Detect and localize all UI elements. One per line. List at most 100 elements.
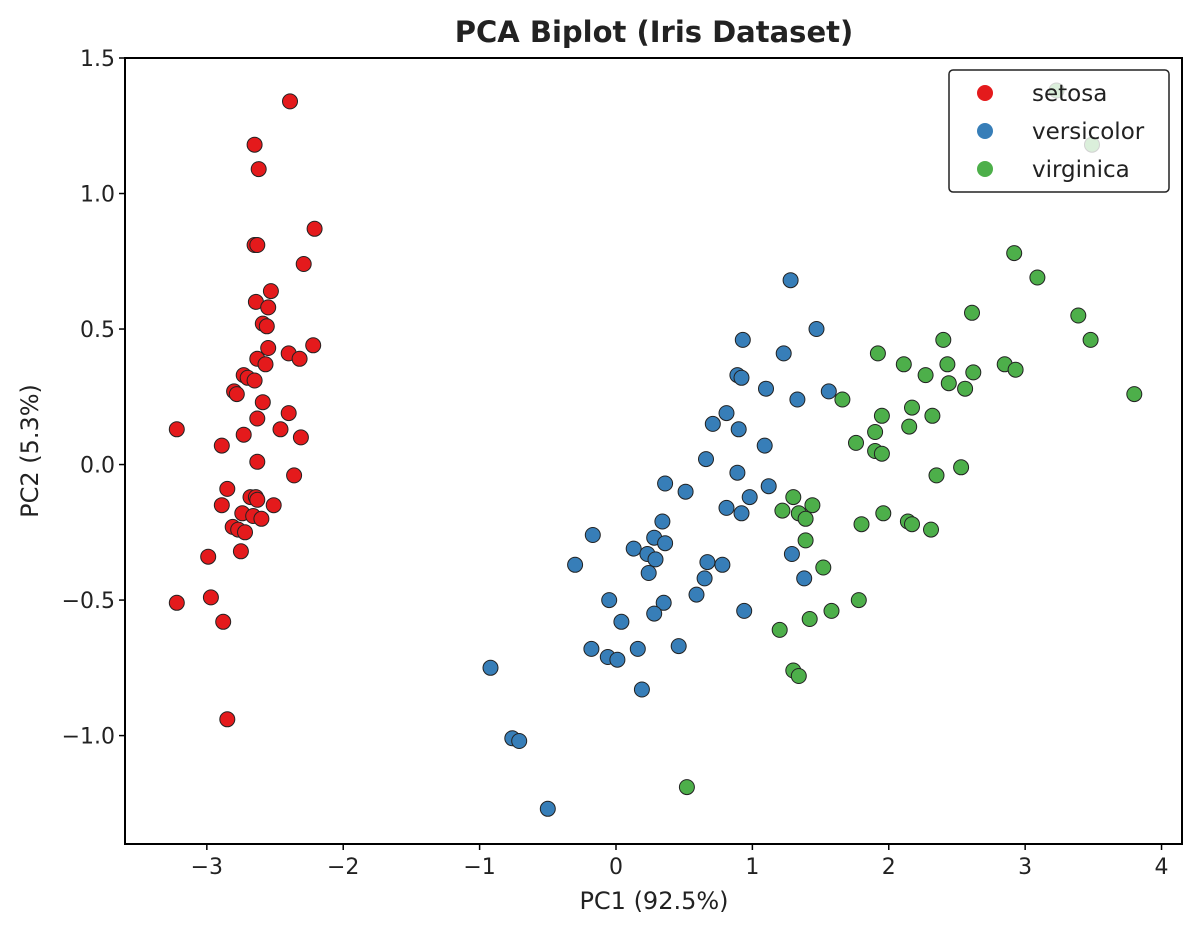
data-point-virginica [1029, 269, 1046, 286]
data-point-versicolor [733, 505, 750, 522]
data-point-versicolor [699, 554, 716, 571]
data-point-versicolor [741, 489, 758, 506]
legend: setosa versicolor virginica [948, 69, 1170, 193]
y-axis-label: PC2 (5.3%) [16, 384, 44, 518]
series-versicolor [482, 272, 837, 817]
x-tick-label: 2 [882, 855, 896, 880]
data-point-versicolor [657, 535, 674, 552]
data-point-versicolor [796, 570, 813, 587]
data-point-virginica [964, 304, 980, 321]
data-point-virginica [850, 592, 867, 609]
data-point-versicolor [734, 331, 751, 348]
data-point-setosa [213, 497, 230, 514]
data-point-versicolor [625, 540, 642, 557]
data-point-virginica [1007, 361, 1024, 378]
data-point-setosa [291, 350, 308, 367]
data-point-virginica [678, 779, 695, 796]
data-point-versicolor [714, 556, 731, 573]
x-tick-label: 1 [745, 855, 759, 880]
y-tick-label: 1.5 [80, 47, 115, 72]
data-point-virginica [869, 345, 886, 362]
legend-label-virginica: virginica [1032, 157, 1130, 183]
data-point-virginica [848, 434, 864, 451]
legend-box [948, 69, 1170, 193]
data-point-setosa [215, 613, 232, 630]
data-point-setosa [260, 340, 277, 356]
x-tick-label: 0 [609, 855, 623, 880]
legend-marker-setosa [977, 85, 993, 101]
data-point-versicolor [783, 546, 800, 562]
data-point-versicolor [820, 383, 837, 400]
data-point-versicolor [760, 478, 777, 495]
data-point-versicolor [539, 800, 556, 817]
data-point-setosa [280, 405, 297, 422]
data-point-versicolor [567, 556, 584, 573]
data-point-setosa [306, 220, 323, 237]
data-point-setosa [286, 467, 303, 484]
data-point-virginica [1082, 331, 1099, 348]
series-setosa [168, 93, 323, 728]
data-point-virginica [801, 611, 818, 627]
data-point-virginica [917, 367, 934, 384]
data-point-setosa [282, 93, 298, 110]
data-point-virginica [815, 559, 832, 576]
data-point-virginica [823, 602, 840, 619]
x-tick-label: −1 [463, 855, 495, 880]
data-point-virginica [797, 510, 814, 527]
data-point-virginica [904, 399, 920, 416]
data-point-virginica [935, 331, 952, 348]
data-point-virginica [1126, 386, 1143, 403]
data-point-setosa [246, 372, 263, 389]
data-point-versicolor [718, 499, 735, 516]
data-point-virginica [923, 521, 939, 538]
data-point-versicolor [736, 602, 753, 619]
data-point-setosa [228, 386, 245, 403]
data-point-versicolor [657, 475, 674, 492]
data-point-virginica [873, 407, 890, 424]
data-point-virginica [873, 445, 890, 462]
data-point-setosa [235, 426, 252, 443]
legend-label-setosa: setosa [1032, 81, 1107, 107]
data-point-versicolor [718, 405, 735, 422]
plot-frame [124, 57, 1183, 845]
data-point-setosa [295, 256, 312, 272]
y-tick-label: −0.5 [62, 589, 115, 614]
x-axis-label: PC1 (92.5%) [579, 887, 728, 915]
data-point-virginica [924, 407, 941, 424]
data-point-setosa [249, 237, 266, 253]
data-point-setosa [292, 429, 309, 446]
x-tick-label: 4 [1155, 855, 1169, 880]
data-point-versicolor [654, 513, 671, 530]
data-point-setosa [260, 299, 277, 316]
data-point-versicolor [646, 605, 663, 622]
x-tick-label: −2 [327, 855, 359, 880]
data-point-virginica [1006, 245, 1023, 262]
data-point-versicolor [584, 527, 601, 543]
chart-title: PCA Biplot (Iris Dataset) [455, 15, 853, 49]
data-point-versicolor [670, 638, 687, 655]
data-point-setosa [253, 510, 270, 527]
data-point-versicolor [655, 594, 672, 611]
data-point-versicolor [482, 659, 499, 676]
data-point-virginica [790, 668, 807, 684]
data-point-versicolor [601, 592, 618, 609]
data-point-setosa [257, 356, 274, 373]
data-point-virginica [867, 424, 884, 440]
data-point-virginica [901, 418, 918, 435]
data-point-versicolor [640, 565, 657, 581]
data-point-virginica [771, 621, 788, 638]
x-tick-label: −3 [191, 855, 223, 880]
data-point-setosa [305, 337, 322, 354]
data-point-setosa [250, 161, 267, 178]
y-tick-label: 0.0 [80, 454, 115, 479]
data-point-setosa [237, 524, 253, 541]
data-point-virginica [834, 391, 851, 408]
data-point-versicolor [613, 613, 630, 630]
data-point-versicolor [808, 321, 825, 337]
data-point-setosa [213, 437, 230, 454]
data-point-setosa [202, 589, 219, 606]
data-point-setosa [168, 421, 185, 438]
data-point-versicolor [698, 451, 714, 468]
data-point-setosa [258, 318, 275, 335]
